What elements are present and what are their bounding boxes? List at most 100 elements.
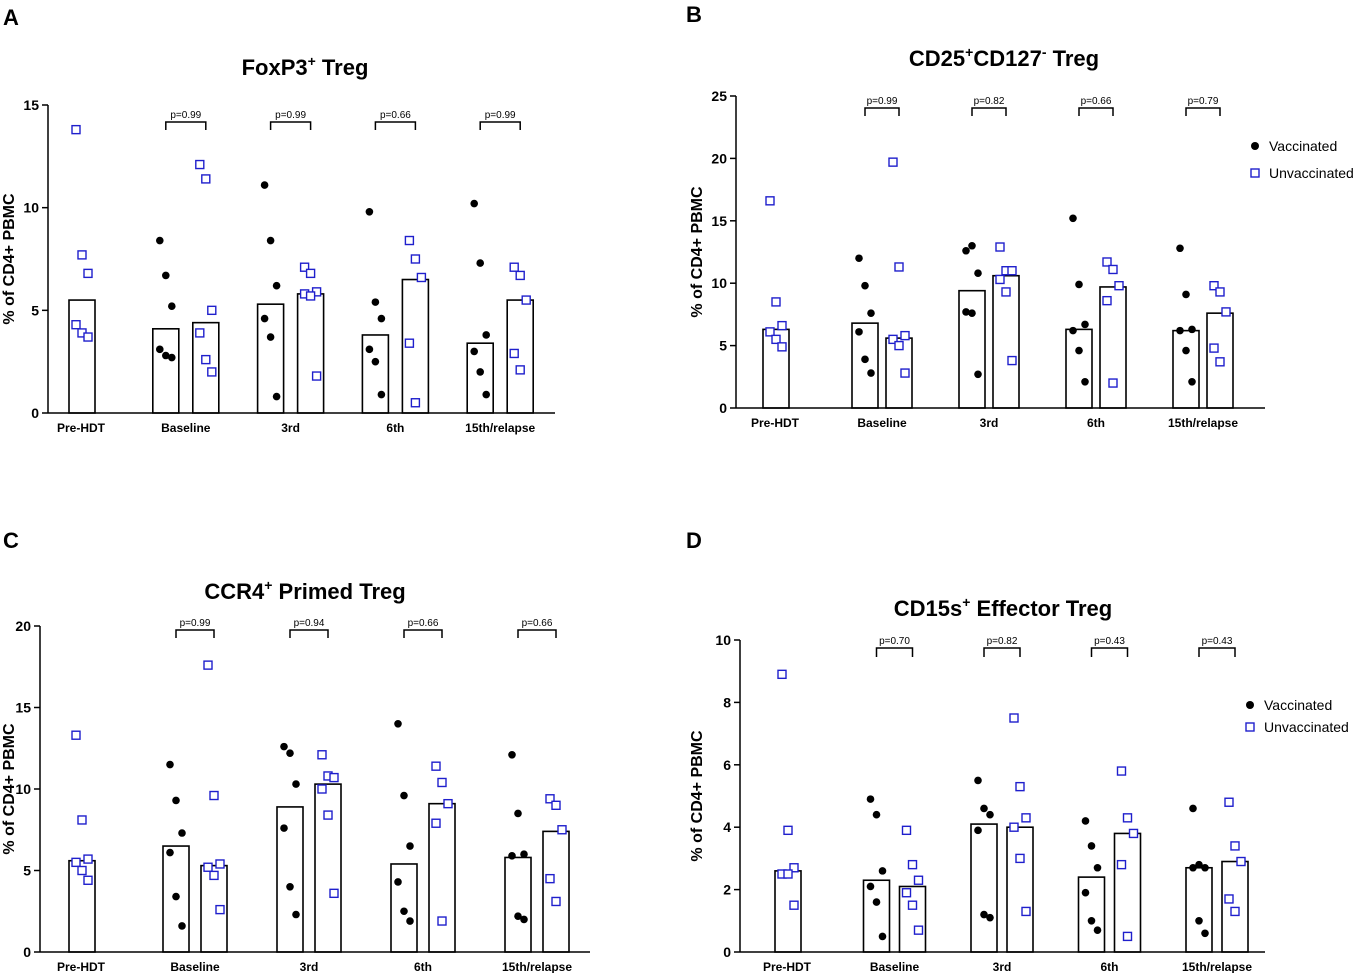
- point-unvaccinated: [907, 859, 918, 870]
- y-tick-label: 5: [23, 863, 31, 879]
- point-vaccinated: [514, 809, 522, 818]
- panel-d: D CD15s+ Effector Treg % of CD4+ PBMC 0 2 4 6 8…: [686, 528, 1349, 973]
- bar-unvaccinated: [898, 885, 927, 953]
- point-vaccinated: [508, 750, 516, 759]
- point-unvaccinated: [329, 772, 339, 783]
- point-unvaccinated: [207, 305, 217, 316]
- point-unvaccinated: [900, 330, 910, 341]
- point-unvaccinated: [404, 235, 415, 246]
- point-vaccinated: [266, 333, 275, 341]
- p-value-label: p=0.99: [867, 96, 898, 107]
- point-unvaccinated: [1001, 287, 1011, 297]
- p-value-label: p=0.66: [522, 618, 553, 629]
- panel-a: A FoxP3+ Treg % of CD4+ PBMC 0 5 10 15 Pre-HDT B…: [1, 5, 555, 435]
- bar-unvaccinated: [200, 864, 228, 953]
- significance-bracket: [983, 647, 1021, 657]
- point-vaccinated: [172, 892, 180, 901]
- x-tick-label: Baseline: [870, 960, 920, 973]
- bar-vaccinated: [361, 334, 390, 414]
- x-tick-label: Pre-HDT: [751, 416, 800, 430]
- point-unvaccinated: [1236, 856, 1246, 867]
- chart-title: CD25+CD127- Treg: [909, 44, 1099, 71]
- point-unvaccinated: [1114, 280, 1124, 291]
- x-tick-label: 6th: [386, 421, 404, 435]
- point-unvaccinated: [907, 900, 918, 910]
- y-tick-label: 0: [23, 944, 31, 960]
- y-axis-label: % of CD4+ PBMC: [689, 186, 706, 318]
- point-unvaccinated: [913, 875, 924, 885]
- point-unvaccinated: [771, 334, 781, 345]
- point-vaccinated: [867, 309, 875, 317]
- point-vaccinated: [371, 298, 380, 306]
- y-tick-label: 10: [715, 632, 731, 648]
- point-unvaccinated: [777, 342, 787, 352]
- point-unvaccinated: [777, 669, 787, 680]
- point-unvaccinated: [509, 348, 519, 359]
- y-tick-label: 8: [723, 694, 731, 710]
- p-value-label: p=0.82: [974, 96, 1005, 107]
- point-vaccinated: [1075, 280, 1083, 289]
- point-unvaccinated: [777, 320, 787, 331]
- point-vaccinated: [855, 328, 863, 336]
- point-unvaccinated: [77, 815, 87, 825]
- point-unvaccinated: [1116, 859, 1127, 870]
- point-unvaccinated: [1116, 766, 1127, 776]
- point-vaccinated: [1188, 325, 1196, 334]
- point-unvaccinated: [203, 862, 213, 872]
- point-vaccinated: [1176, 326, 1184, 335]
- significance-bracket: [479, 121, 521, 130]
- y-tick-label: 0: [723, 944, 731, 960]
- point-vaccinated: [482, 331, 491, 339]
- legend-marker-unvaccinated: [1250, 168, 1260, 178]
- point-vaccinated: [962, 308, 970, 316]
- point-unvaccinated: [1224, 797, 1234, 807]
- y-tick-label: 15: [15, 700, 31, 716]
- point-unvaccinated: [1209, 343, 1219, 353]
- point-unvaccinated: [416, 272, 427, 283]
- point-vaccinated: [1195, 917, 1203, 925]
- y-tick-label: 5: [719, 338, 727, 354]
- point-unvaccinated: [894, 340, 904, 351]
- point-vaccinated: [1176, 244, 1184, 253]
- point-unvaccinated: [771, 297, 781, 307]
- point-unvaccinated: [305, 291, 316, 301]
- point-vaccinated: [272, 392, 281, 401]
- point-unvaccinated: [515, 270, 525, 281]
- x-tick-label: 15th/relapse: [1168, 416, 1238, 430]
- x-tick-label: Baseline: [161, 421, 211, 435]
- p-value-label: p=0.99: [170, 110, 201, 121]
- point-unvaccinated: [765, 196, 775, 206]
- p-value-label: p=0.70: [879, 636, 910, 647]
- point-unvaccinated: [551, 800, 561, 810]
- point-unvaccinated: [545, 873, 555, 884]
- bar-unvaccinated: [1006, 826, 1034, 953]
- point-unvaccinated: [77, 250, 87, 260]
- point-vaccinated: [520, 850, 528, 858]
- point-unvaccinated: [1215, 357, 1225, 367]
- x-tick-label: Pre-HDT: [57, 421, 106, 435]
- point-unvaccinated: [888, 334, 898, 345]
- legend-label-vaccinated: Vaccinated: [1264, 697, 1332, 713]
- legend-label-unvaccinated: Unvaccinated: [1269, 165, 1354, 181]
- point-unvaccinated: [209, 790, 219, 801]
- p-value-label: p=0.94: [294, 618, 325, 629]
- point-unvaccinated: [1009, 822, 1019, 832]
- point-vaccinated: [168, 353, 176, 362]
- y-axis-label: % of CD4+ PBMC: [1, 723, 18, 855]
- bar-vaccinated: [1172, 329, 1200, 409]
- bar-vaccinated: [256, 303, 285, 414]
- p-value-label: p=0.66: [408, 618, 439, 629]
- point-unvaccinated: [437, 916, 447, 926]
- point-vaccinated: [986, 810, 994, 819]
- p-value-label: p=0.82: [987, 636, 1018, 647]
- point-unvaccinated: [545, 794, 555, 804]
- point-vaccinated: [866, 882, 875, 891]
- point-vaccinated: [406, 917, 414, 925]
- point-unvaccinated: [404, 338, 415, 348]
- point-unvaccinated: [71, 320, 81, 330]
- significance-bracket: [1198, 647, 1236, 657]
- point-vaccinated: [400, 907, 408, 916]
- point-unvaccinated: [201, 354, 211, 365]
- point-unvaccinated: [1015, 853, 1025, 864]
